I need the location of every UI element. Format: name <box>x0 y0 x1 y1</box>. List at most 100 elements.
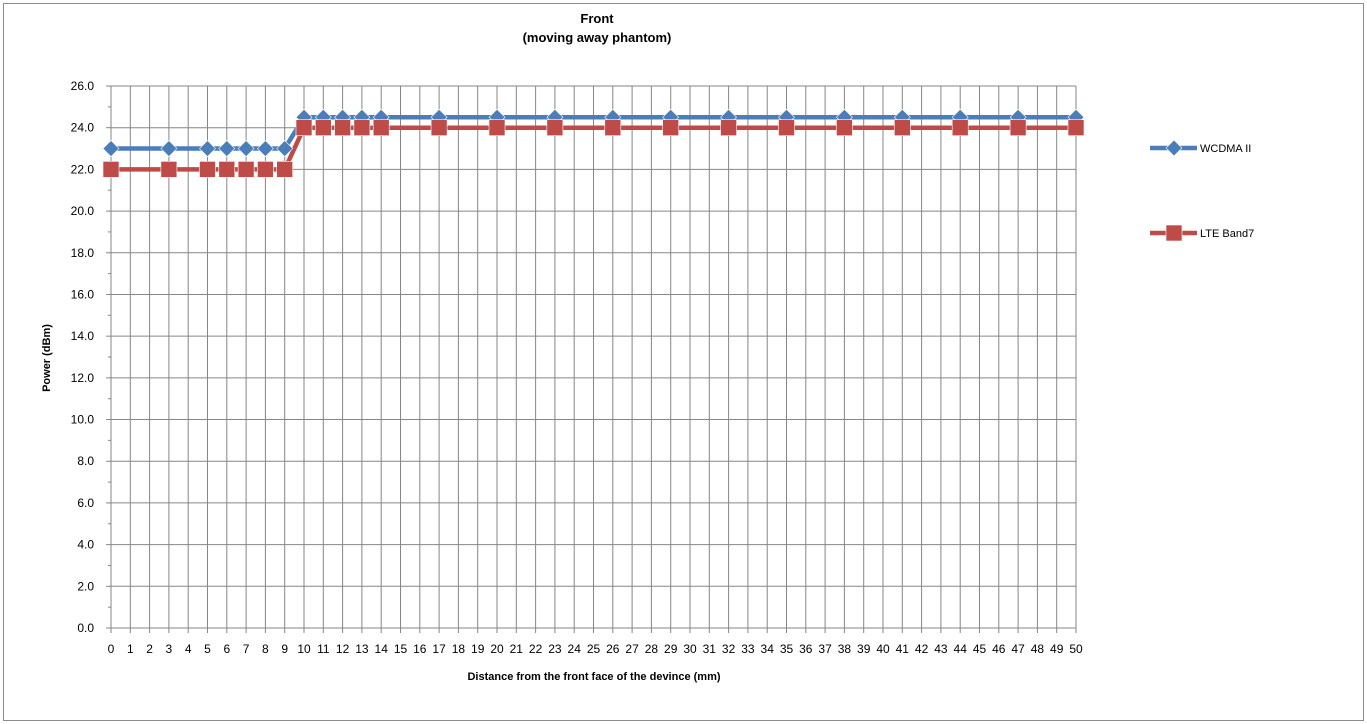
x-tick-label: 35 <box>780 642 794 656</box>
x-tick-label: 20 <box>490 642 504 656</box>
x-tick-label: 48 <box>1031 642 1045 656</box>
x-tick-label: 27 <box>625 642 639 656</box>
x-tick-label: 26 <box>606 642 620 656</box>
x-tick-label: 3 <box>166 642 173 656</box>
x-tick-label: 23 <box>548 642 562 656</box>
x-tick-label: 41 <box>896 642 910 656</box>
series-markers <box>102 108 1085 178</box>
data-point-series-2 <box>778 119 795 136</box>
x-tick-label: 7 <box>243 642 250 656</box>
data-point-series-1 <box>237 140 255 157</box>
x-tick-label: 4 <box>185 642 192 656</box>
data-point-series-1 <box>199 140 216 157</box>
data-point-series-2 <box>237 161 255 178</box>
x-tick-label: 46 <box>992 642 1006 656</box>
x-tick-label: 13 <box>355 642 369 656</box>
x-tick-label: 21 <box>510 642 524 656</box>
y-tick-label: 4.0 <box>77 538 94 552</box>
chart-title: Front <box>580 11 614 26</box>
data-point-series-2 <box>257 161 274 178</box>
x-tick-label: 11 <box>317 642 330 656</box>
legend-marker-1 <box>1165 139 1183 157</box>
x-tick-label: 31 <box>703 642 717 656</box>
x-tick-label: 29 <box>664 642 678 656</box>
x-tick-label: 45 <box>973 642 987 656</box>
data-point-series-2 <box>334 119 351 136</box>
x-tick-label: 42 <box>915 642 929 656</box>
x-tick-label: 28 <box>645 642 659 656</box>
data-point-series-2 <box>276 161 294 178</box>
x-tick-label: 5 <box>204 642 211 656</box>
x-tick-label: 33 <box>741 642 755 656</box>
data-point-series-2 <box>372 119 390 136</box>
data-point-series-2 <box>951 119 969 136</box>
y-tick-label: 26.0 <box>71 79 95 93</box>
x-tick-label: 15 <box>394 642 408 656</box>
x-tick-label: 1 <box>127 642 134 656</box>
x-tick-label: 0 <box>108 642 115 656</box>
data-point-series-2 <box>199 161 216 178</box>
x-tick-label: 43 <box>934 642 948 656</box>
x-tick-label: 44 <box>954 642 968 656</box>
y-tick-label: 0.0 <box>77 621 94 635</box>
x-tick-label: 32 <box>722 642 736 656</box>
data-point-series-2 <box>488 119 506 136</box>
y-tick-label: 18.0 <box>71 246 95 260</box>
data-point-series-1 <box>256 140 274 157</box>
x-tick-label: 2 <box>146 642 153 656</box>
x-tick-label: 17 <box>432 642 446 656</box>
y-tick-label: 14.0 <box>71 329 95 343</box>
x-axis-title: Distance from the front face of the devi… <box>467 671 720 683</box>
data-point-series-2 <box>1067 119 1085 136</box>
data-point-series-2 <box>720 119 737 136</box>
data-point-series-2 <box>295 119 313 136</box>
x-tick-label: 36 <box>799 642 813 656</box>
tick-labels: 0 1 2 3 4 5 6 7 8 9 10 11 12 13 14 15 16 17 18 19 20 21 22 23 24… <box>71 79 1083 656</box>
data-point-series-2 <box>893 119 911 136</box>
x-tick-label: 30 <box>683 642 697 656</box>
x-tick-label: 12 <box>336 642 350 656</box>
chart-subtitle: (moving away phantom) <box>523 30 672 45</box>
legend-marker-2 <box>1165 224 1183 242</box>
x-tick-label: 24 <box>568 642 582 656</box>
data-point-series-2 <box>102 161 120 178</box>
legend-label-2: LTE Band7 <box>1200 228 1254 240</box>
y-tick-label: 20.0 <box>71 204 95 218</box>
x-tick-label: 49 <box>1050 642 1064 656</box>
x-tick-label: 40 <box>876 642 890 656</box>
data-point-series-1 <box>102 140 120 157</box>
y-tick-label: 2.0 <box>77 579 94 593</box>
x-tick-label: 25 <box>587 642 601 656</box>
x-tick-label: 22 <box>529 642 543 656</box>
x-tick-label: 47 <box>1011 642 1025 656</box>
x-tick-label: 14 <box>375 642 389 656</box>
chart-area <box>3 3 1364 721</box>
y-tick-label: 16.0 <box>71 287 95 301</box>
data-point-series-2 <box>604 119 622 136</box>
data-point-series-2 <box>430 119 448 136</box>
x-tick-label: 38 <box>838 642 852 656</box>
x-tick-label: 50 <box>1069 642 1083 656</box>
legend: WCDMA II LTE Band7 <box>1150 139 1254 242</box>
data-point-series-1 <box>160 140 178 157</box>
data-point-series-2 <box>1009 119 1027 136</box>
y-tick-label: 10.0 <box>71 413 95 427</box>
x-tick-label: 8 <box>262 642 269 656</box>
data-point-series-2 <box>662 119 680 136</box>
x-tick-label: 16 <box>413 642 427 656</box>
x-tick-label: 18 <box>452 642 466 656</box>
data-point-series-2 <box>836 119 853 136</box>
data-point-series-2 <box>314 119 332 136</box>
legend-label-1: WCDMA II <box>1200 143 1251 155</box>
x-tick-label: 37 <box>818 642 832 656</box>
y-tick-label: 24.0 <box>71 121 95 135</box>
x-tick-label: 34 <box>761 642 775 656</box>
data-point-series-2 <box>353 119 371 136</box>
data-point-series-1 <box>218 140 236 157</box>
x-tick-label: 9 <box>281 642 288 656</box>
data-point-series-1 <box>276 140 294 157</box>
x-tick-label: 6 <box>223 642 230 656</box>
x-tick-label: 10 <box>297 642 311 656</box>
y-axis-title: Power (dBm) <box>41 324 53 392</box>
